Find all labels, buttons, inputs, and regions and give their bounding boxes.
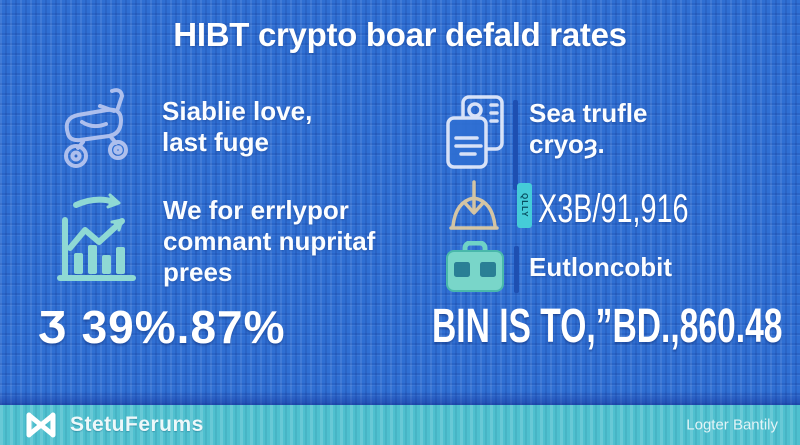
bar-chart-icon (54, 190, 142, 293)
divider-bar (514, 246, 519, 293)
document-card-icon (444, 93, 506, 176)
x-mark-logo-icon (24, 411, 58, 439)
vertical-text-badge: QLLY (517, 183, 532, 228)
anchor-download-icon (445, 178, 503, 243)
feature-left-2-line1: We for errlypor (163, 195, 349, 225)
feature-right-3-label: Eutloncobit (529, 252, 672, 282)
feature-left-2-line3: prees (163, 257, 233, 287)
feature-left-1-line1: Siablie love, (162, 96, 313, 126)
footer-bar: StetuFerums Logter Bantily (0, 405, 800, 445)
feature-left-1-line2: last fuge (162, 127, 269, 157)
feature-right-1-line2: cryoȝ. (529, 129, 605, 159)
left-stat-value: Ӡ 39%.87% (38, 301, 286, 353)
feature-right-1-line1: Sea trufle (529, 98, 648, 128)
feature-right-3: Eutloncobit (529, 252, 672, 283)
feature-right-1: Sea trufle cryoȝ. (529, 98, 648, 160)
pair-value: X3B/91,916 (538, 187, 689, 231)
feature-left-2-line2: comnant nupritaf (163, 226, 376, 256)
feature-left-1: Siablie love, last fuge (162, 96, 312, 158)
wallet-icon (445, 240, 505, 300)
bottom-shade (0, 391, 800, 405)
page-title: HIBT crypto boar defald rates (173, 16, 627, 53)
footer-brand-name: StetuFerums (70, 413, 204, 436)
stroller-icon (56, 84, 140, 177)
footer-right-text: Logter Bantily (686, 416, 778, 434)
feature-left-2: We for errlypor comnant nupritaf prees (163, 195, 375, 288)
badge-micro-text: QLLY (520, 193, 529, 218)
divider-bar (513, 100, 518, 190)
right-stat-value: BIN IS TO,”BD.,860.48 (432, 300, 783, 353)
